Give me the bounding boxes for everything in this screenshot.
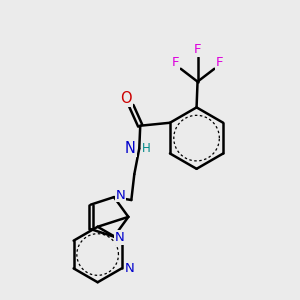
Text: F: F (194, 44, 201, 56)
Text: N: N (125, 141, 136, 156)
Text: H: H (142, 142, 151, 155)
Text: N: N (125, 262, 134, 275)
Text: F: F (216, 56, 223, 69)
Text: N: N (116, 189, 126, 202)
Text: F: F (172, 56, 179, 69)
Text: N: N (115, 231, 125, 244)
Text: O: O (121, 92, 132, 106)
